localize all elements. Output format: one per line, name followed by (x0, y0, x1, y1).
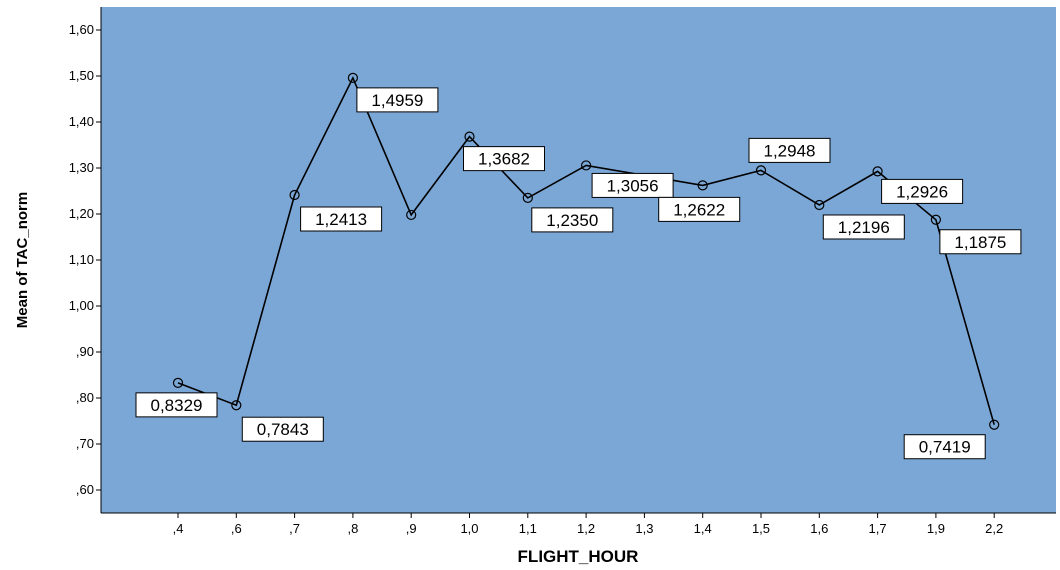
data-label: 1,3056 (591, 172, 674, 198)
x-tick-label: 1,2 (577, 521, 595, 536)
data-label-text: 1,2948 (764, 141, 816, 160)
y-tick-label: ,80 (76, 390, 94, 405)
data-point (989, 419, 1000, 430)
series-line-group (172, 72, 1000, 430)
data-label-box (241, 416, 324, 442)
data-label: 1,2948 (748, 137, 831, 163)
data-label-text: 1,2196 (838, 218, 890, 237)
data-label: 1,1875 (939, 229, 1022, 255)
data-label-text: 1,3682 (478, 150, 530, 169)
y-tick-label: ,60 (76, 482, 94, 497)
data-label: 0,7843 (241, 416, 324, 442)
data-label-text: 1,2350 (546, 211, 598, 230)
data-point (872, 166, 883, 177)
x-tick-label: ,4 (173, 521, 184, 536)
data-label: 0,8329 (135, 392, 218, 418)
data-label-text: 1,1875 (954, 233, 1006, 252)
x-tick-label: 1,1 (519, 521, 537, 536)
y-tick-label: 1,20 (69, 206, 94, 221)
data-point (172, 377, 184, 388)
data-label-box (658, 196, 741, 222)
x-tick-label: 1,6 (810, 521, 828, 536)
data-point (814, 199, 825, 211)
data-label: 1,3682 (463, 146, 545, 172)
data-label-text: 1,2413 (315, 210, 367, 229)
y-axis: ,60 ,70 ,80 ,90 1,00 1,10 1,20 1,30 1,40 1,50 1,60 (69, 7, 102, 513)
data-label-text: 0,7843 (257, 420, 309, 439)
data-label-box (822, 214, 905, 240)
data-label-box (300, 206, 383, 232)
data-point (697, 180, 708, 191)
data-label-box (356, 87, 439, 113)
data-label-text: 0,8329 (151, 396, 203, 415)
data-point (464, 131, 475, 142)
x-tick-label: 1,9 (927, 521, 945, 536)
data-point (289, 189, 300, 201)
data-label: 0,7419 (903, 434, 986, 460)
x-tick-label: ,9 (406, 521, 417, 536)
x-tick-label: 1,5 (752, 521, 770, 536)
x-tick-label: ,6 (231, 521, 242, 536)
series-line (177, 75, 995, 425)
data-labels-group: 0,8329 0,7843 1,2413 1,4959 1,3682 1,2350 1,30… (135, 87, 1022, 460)
y-tick-label: ,90 (76, 344, 94, 359)
y-tick-label: ,70 (76, 436, 94, 451)
data-label-box (903, 434, 986, 460)
data-label-box (135, 392, 218, 418)
y-tick-label: 1,00 (69, 298, 94, 313)
y-axis-title: Mean of TAC_norm (14, 192, 31, 328)
data-label-box (748, 137, 831, 163)
data-label: 1,2350 (531, 207, 614, 233)
x-tick-label: 1,4 (694, 521, 712, 536)
data-label-text: 0,7419 (919, 438, 971, 457)
data-point (406, 209, 417, 221)
data-point (930, 214, 942, 225)
y-tick-label: 1,50 (69, 68, 94, 83)
data-label-text: 1,2622 (673, 200, 725, 219)
x-tick-label: ,7 (289, 521, 300, 536)
x-tick-label: 1,0 (460, 521, 478, 536)
y-tick-label: 1,30 (69, 160, 94, 175)
y-tick-label: 1,60 (69, 22, 94, 37)
data-label-text: 1,3056 (607, 176, 659, 195)
data-point (522, 192, 533, 203)
data-label: 1,2622 (658, 196, 741, 222)
data-label-box (939, 229, 1022, 255)
x-tick-label: ,8 (347, 521, 358, 536)
data-label-box (531, 207, 614, 233)
data-label-box (591, 172, 674, 198)
data-label: 1,2926 (881, 178, 964, 204)
data-label-text: 1,4959 (371, 91, 423, 110)
y-tick-label: 1,40 (69, 114, 94, 129)
x-axis-title: FLIGHT_HOUR (518, 547, 639, 566)
data-point (347, 72, 358, 83)
x-tick-label: 1,3 (635, 521, 653, 536)
data-point (231, 400, 242, 411)
x-tick-label: 1,7 (869, 521, 887, 536)
data-label: 1,2413 (300, 206, 383, 232)
data-label-text: 1,2926 (896, 182, 948, 201)
data-label-box (881, 178, 964, 204)
data-point (580, 160, 592, 171)
y-tick-label: 1,10 (69, 252, 94, 267)
x-tick-label: 2,2 (985, 521, 1003, 536)
x-axis: ,4 ,6 ,7 ,8 ,9 1,0 1,1 1,2 1,3 1,4 1,5 1,6 1,7 1,9 2,2 (101, 512, 1056, 536)
data-label-box (463, 146, 545, 172)
data-label: 1,4959 (356, 87, 439, 113)
data-label: 1,2196 (822, 214, 905, 240)
data-point (755, 165, 767, 176)
